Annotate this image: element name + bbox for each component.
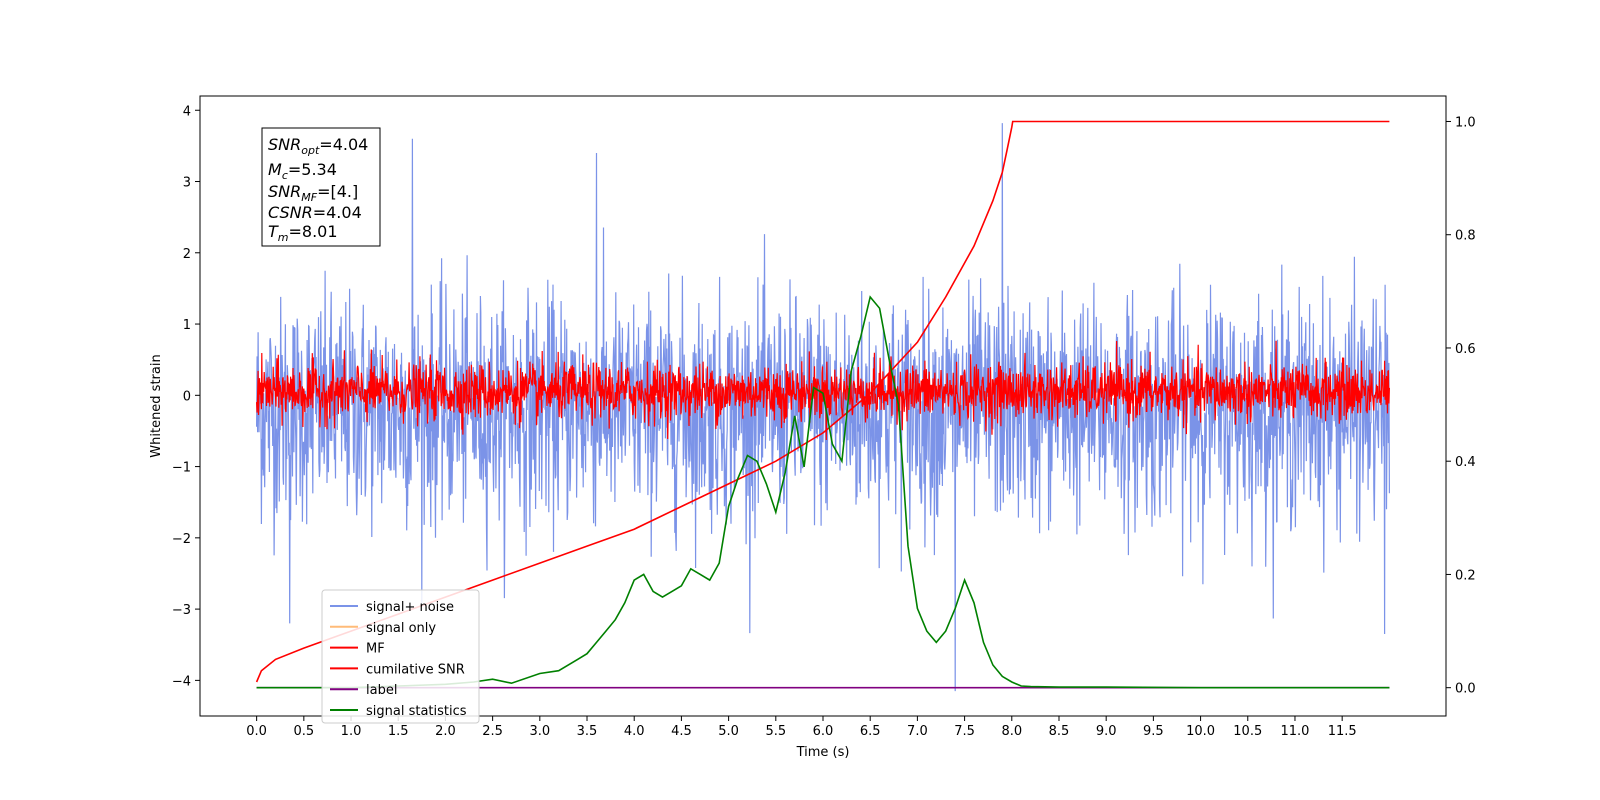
x-tick-label: 2.5 [482,724,503,739]
x-tick-label: 7.0 [907,724,928,739]
x-tick-label: 1.5 [388,724,409,739]
annotation-mc: Mc=5.34 [268,160,337,182]
x-tick-label: 6.0 [813,724,834,739]
x-tick-label: 4.0 [624,724,645,739]
x-axis-label: Time (s) [796,745,850,760]
y2-tick-label: 0.8 [1455,229,1476,244]
x-axis: 0.0 0.5 1.0 1.5 2.0 2.5 3.0 3.5 4.0 4.5 5.0 5.5 6.0 6… [246,716,1357,739]
y-axis-left: 4 3 2 1 0 −1 −2 −3 −4 [172,104,200,689]
legend-label-signal-statistics: signal statistics [366,704,467,719]
y2-tick-label: 0.6 [1455,342,1476,357]
x-tick-label: 3.5 [577,724,598,739]
x-tick-label: 11.0 [1280,724,1309,739]
y2-tick-label: 1.0 [1455,115,1476,130]
y-tick-label: 4 [183,104,191,119]
y-tick-label: 0 [183,389,191,404]
x-tick-label: 4.5 [671,724,692,739]
x-tick-label: 10.0 [1186,724,1215,739]
y2-tick-label: 0.4 [1455,455,1476,470]
series-mf [256,340,1390,441]
x-tick-label: 9.0 [1096,724,1117,739]
x-tick-label: 9.5 [1143,724,1164,739]
annotation-snr-opt: SNRopt=4.04 [268,135,368,157]
y-tick-label: 3 [183,176,191,191]
x-tick-label: 11.5 [1328,724,1357,739]
x-tick-label: 2.0 [435,724,456,739]
legend: signal+ noise signal only MF cumilative SNR… [321,589,480,724]
y-axis-right: 1.0 0.8 0.6 0.4 0.2 0.0 [1446,115,1476,697]
x-tick-label: 7.5 [954,724,975,739]
y-axis-label: Whitened strain [149,354,164,457]
x-tick-label: 8.5 [1049,724,1070,739]
y-tick-label: 2 [183,247,191,262]
y-tick-label: −1 [172,461,191,476]
x-tick-label: 0.5 [293,724,314,739]
series-signal-statistics [256,295,1390,689]
legend-label-signal-only: signal only [366,621,436,636]
x-tick-label: 3.0 [529,724,550,739]
x-tick-label: 5.0 [718,724,739,739]
annotation-snr-mf: SNRMF=[4.] [268,182,358,204]
annotation-box: SNRopt=4.04 Mc=5.34 SNRMF=[4.] CSNR=4.04… [261,127,381,247]
y2-tick-label: 0.0 [1455,682,1476,697]
annotation-tm: Tm=8.01 [268,222,338,244]
annotation-csnr: CSNR=4.04 [268,203,362,222]
y-tick-label: −4 [172,674,191,689]
x-tick-label: 1.0 [341,724,362,739]
y-tick-label: −3 [172,603,191,618]
legend-label-label: label [366,683,397,698]
x-tick-label: 0.0 [246,724,267,739]
series-signal-noise [256,123,1390,692]
x-tick-label: 10.5 [1233,724,1262,739]
y-tick-label: −2 [172,532,191,547]
x-tick-label: 8.0 [1001,724,1022,739]
y-tick-label: 1 [183,318,191,333]
x-tick-label: 6.5 [860,724,881,739]
legend-label-signal-noise: signal+ noise [366,600,454,615]
legend-label-cumilative-snr: cumilative SNR [366,662,465,677]
x-tick-label: 5.5 [765,724,786,739]
legend-label-mf: MF [366,642,385,657]
legend-frame [321,589,480,724]
y2-tick-label: 0.2 [1455,568,1476,583]
